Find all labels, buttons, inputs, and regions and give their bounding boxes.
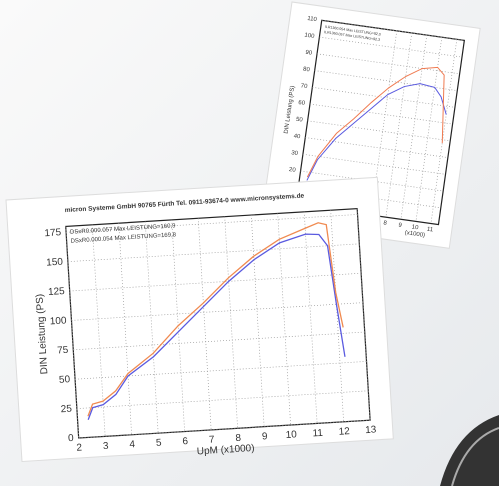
grid-line	[330, 210, 344, 422]
y-tick-label: 175	[44, 227, 62, 239]
y-tick-label: 25	[60, 404, 72, 416]
y-tick-label: 90	[305, 50, 313, 57]
series-line	[87, 222, 344, 417]
x-tick-label: 3	[103, 441, 110, 452]
x-tick-label: 13	[365, 424, 377, 436]
x-tick-label: 9	[262, 431, 269, 442]
series-line	[306, 83, 447, 181]
x-tick-label: 10	[411, 224, 419, 231]
x-tick-label: 6	[182, 436, 189, 447]
x-tick-label: 4	[129, 439, 136, 450]
y-tick-label: 0	[68, 433, 75, 444]
x-tick-label: 12	[338, 426, 350, 438]
grid-line	[65, 226, 80, 439]
y-tick-label: 70	[300, 83, 308, 90]
grid-line	[316, 53, 460, 75]
grid-line	[370, 30, 398, 216]
grid-line	[76, 390, 369, 409]
grid-line	[224, 216, 238, 429]
front-paper: micron Systeme GmbH 90765 Fürth Tel. 091…	[5, 176, 394, 463]
y-tick-label: 100	[304, 33, 315, 40]
x-tick-label: 8	[235, 433, 242, 444]
x-axis-label: UpM (x1000)	[196, 443, 254, 458]
device-rim	[451, 427, 499, 486]
grid-line	[73, 331, 365, 351]
y-tick-label: 150	[46, 257, 64, 269]
y-tick-label: 50	[296, 117, 304, 124]
x-tick-label: 5	[156, 438, 163, 449]
y-axis-label: DIN Leistung (PS)	[34, 293, 50, 374]
grid-line	[67, 243, 360, 263]
grid-line	[71, 302, 363, 321]
grid-line	[430, 39, 458, 224]
grid-line	[400, 35, 428, 220]
y-tick-label: 75	[57, 345, 69, 357]
grid-line	[356, 208, 371, 421]
x-tick-label: 2	[76, 442, 83, 453]
grid-line	[69, 272, 362, 292]
y-tick-label: 110	[307, 16, 318, 23]
y-tick-label: 80	[303, 67, 311, 74]
grid-line	[277, 213, 291, 426]
grid-line	[66, 214, 358, 233]
y-tick-label: 40	[293, 134, 301, 141]
grid-line	[118, 223, 133, 435]
y-tick-label: 100	[50, 315, 68, 327]
grid-line	[385, 32, 413, 218]
grid-line	[91, 224, 106, 437]
grid-line	[302, 153, 446, 175]
x-tick-label: 11	[312, 428, 323, 440]
plot-area	[65, 207, 371, 439]
y-tick-label: 60	[298, 100, 306, 107]
y-tick-label: 30	[291, 150, 299, 157]
x-tick-label: 7	[209, 434, 216, 445]
grid-line	[75, 361, 367, 380]
grid-line	[321, 19, 465, 41]
y-tick-label: 50	[59, 374, 71, 386]
y-tick-label: 20	[288, 167, 296, 174]
legend-label: ILR1360.057 Max LEISTUNG=92,3	[324, 30, 380, 42]
y-tick-label: 125	[48, 286, 66, 298]
grid-line	[303, 211, 318, 424]
legend-label: ILR1360.054 Max LEISTUNG=82,0	[325, 25, 381, 37]
x-tick-label: 8	[383, 220, 388, 226]
grid-line	[78, 419, 371, 439]
x-tick-label: 9	[398, 223, 403, 229]
x-tick-label: 11	[427, 227, 435, 234]
series-line	[306, 66, 445, 178]
grid-line	[305, 137, 448, 158]
x-tick-label: 10	[285, 429, 297, 441]
grid-line	[309, 103, 453, 125]
x-axis-label: (x1000)	[404, 230, 425, 239]
series-line	[87, 233, 346, 420]
